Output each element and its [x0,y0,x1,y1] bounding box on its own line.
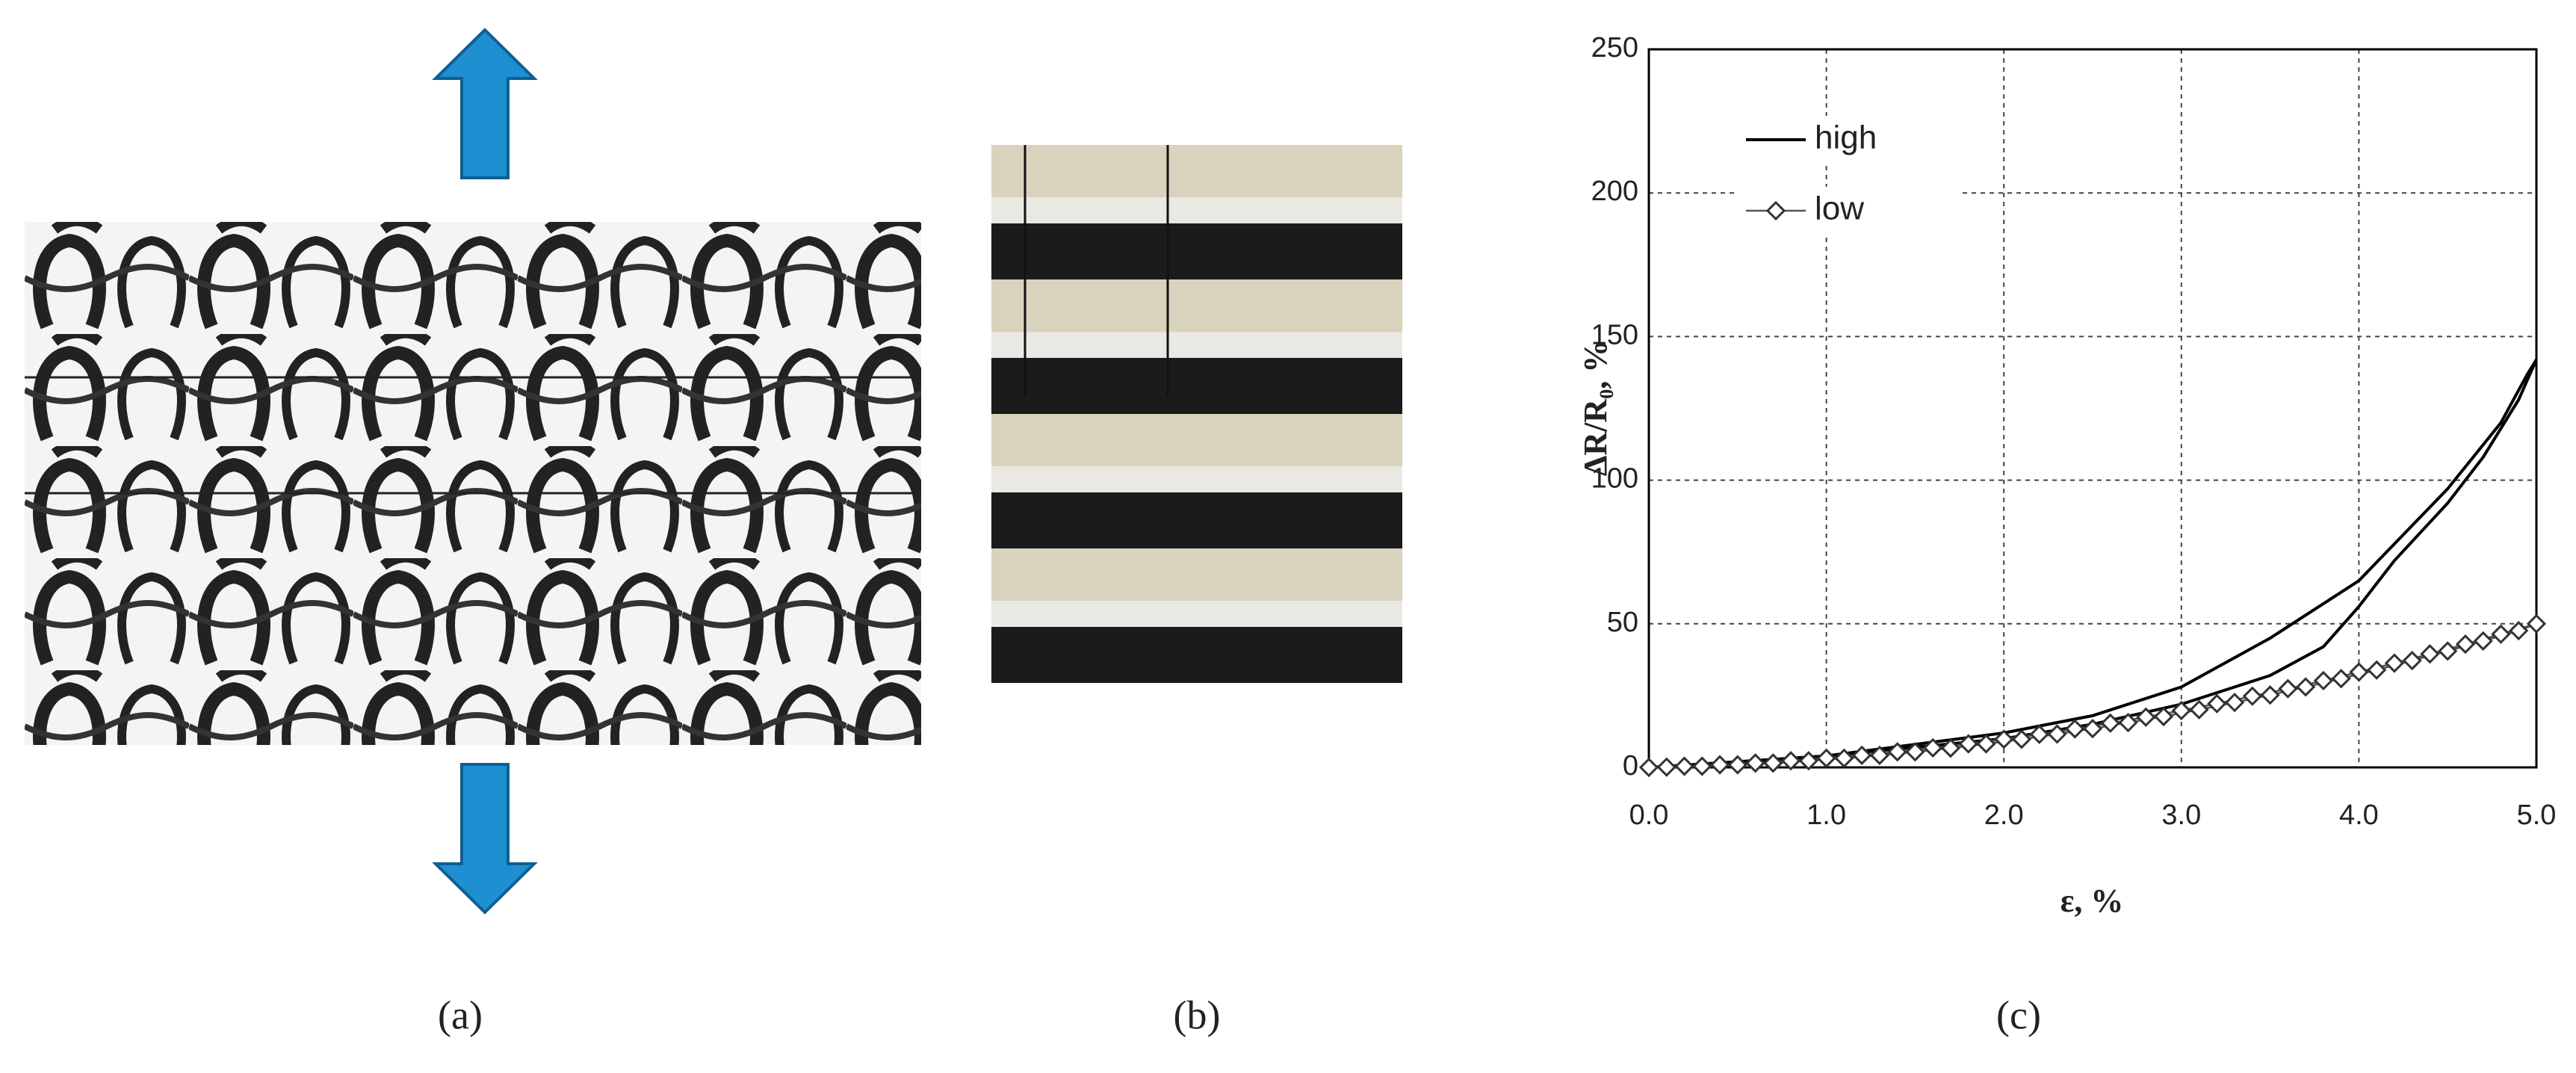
y-tick-label: 250 [1591,32,1638,64]
marker [2153,706,2174,727]
marker [2224,693,2245,713]
marker [2118,712,2138,733]
marker [1656,757,1676,777]
marker [2029,724,2049,744]
x-tick-label: 3.0 [2161,800,2201,831]
marker [2509,620,2529,641]
marker [2189,699,2209,720]
marker [1869,745,1890,765]
marker [1887,742,1907,762]
marker [2260,685,2280,705]
marker [2171,700,2191,721]
x-tick-label: 5.0 [2517,800,2557,831]
y-tick-label: 100 [1591,463,1638,495]
legend-marker [1765,200,1786,221]
marker [2047,724,2067,744]
marker [2065,719,2085,739]
legend-label: low [1815,191,1864,227]
marker [2455,634,2476,655]
plot-frame [1647,48,2538,769]
marker [2473,631,2493,651]
marker [1994,729,2014,749]
marker [2082,718,2103,739]
marker [1816,748,1836,768]
marker [2331,669,2351,689]
series-line [1648,622,2537,769]
marker [2313,670,2334,691]
marker [2420,644,2440,664]
marker [2367,660,2387,680]
marker [1745,753,1765,773]
panel-label: (c) [1996,992,2041,1037]
y-tick-label: 0 [1623,750,1638,782]
marker [1976,734,1996,754]
x-tick-label: 0.0 [1629,800,1669,831]
marker [2278,678,2298,699]
marker [2491,624,2511,644]
y-tick-label: 50 [1607,607,1638,638]
marker [1851,745,1872,765]
panel-label: (b) [1174,992,1221,1037]
y-tick-label: 150 [1591,319,1638,350]
marker [1923,738,1943,758]
marker [2011,729,2032,749]
marker [2438,641,2458,661]
x-axis-label: ε, % [2061,882,2124,919]
fabric-photo [991,145,1402,683]
marker [2349,662,2369,682]
marker [1674,756,1694,776]
y-tick-label: 200 [1591,176,1638,207]
series-line [1648,359,2538,769]
marker [1940,738,1961,758]
marker [2242,686,2262,706]
marker [2526,613,2547,634]
marker [1780,751,1801,771]
marker [2136,707,2156,727]
marker [2100,713,2120,733]
marker [1798,751,1818,771]
marker [2207,693,2227,714]
panel-label: (a) [438,992,483,1037]
marker [1834,748,1854,768]
x-tick-label: 2.0 [1984,800,2024,831]
legend-label: high [1815,120,1877,156]
marker [1763,753,1783,773]
marker [1905,742,1925,762]
marker [1709,755,1730,775]
marker [1692,756,1712,776]
marker [1638,757,1659,778]
x-tick-label: 1.0 [1806,800,1846,831]
marker [2402,650,2422,671]
marker [1958,734,1978,754]
marker [2295,677,2316,697]
marker [1727,755,1747,775]
x-tick-label: 4.0 [2339,800,2379,831]
y-axis-label: ΔR/R₀, % [1577,340,1614,477]
knit-diagram [25,28,921,915]
arrow-up [432,28,538,179]
marker [2384,653,2405,673]
arrow-down [432,763,538,915]
